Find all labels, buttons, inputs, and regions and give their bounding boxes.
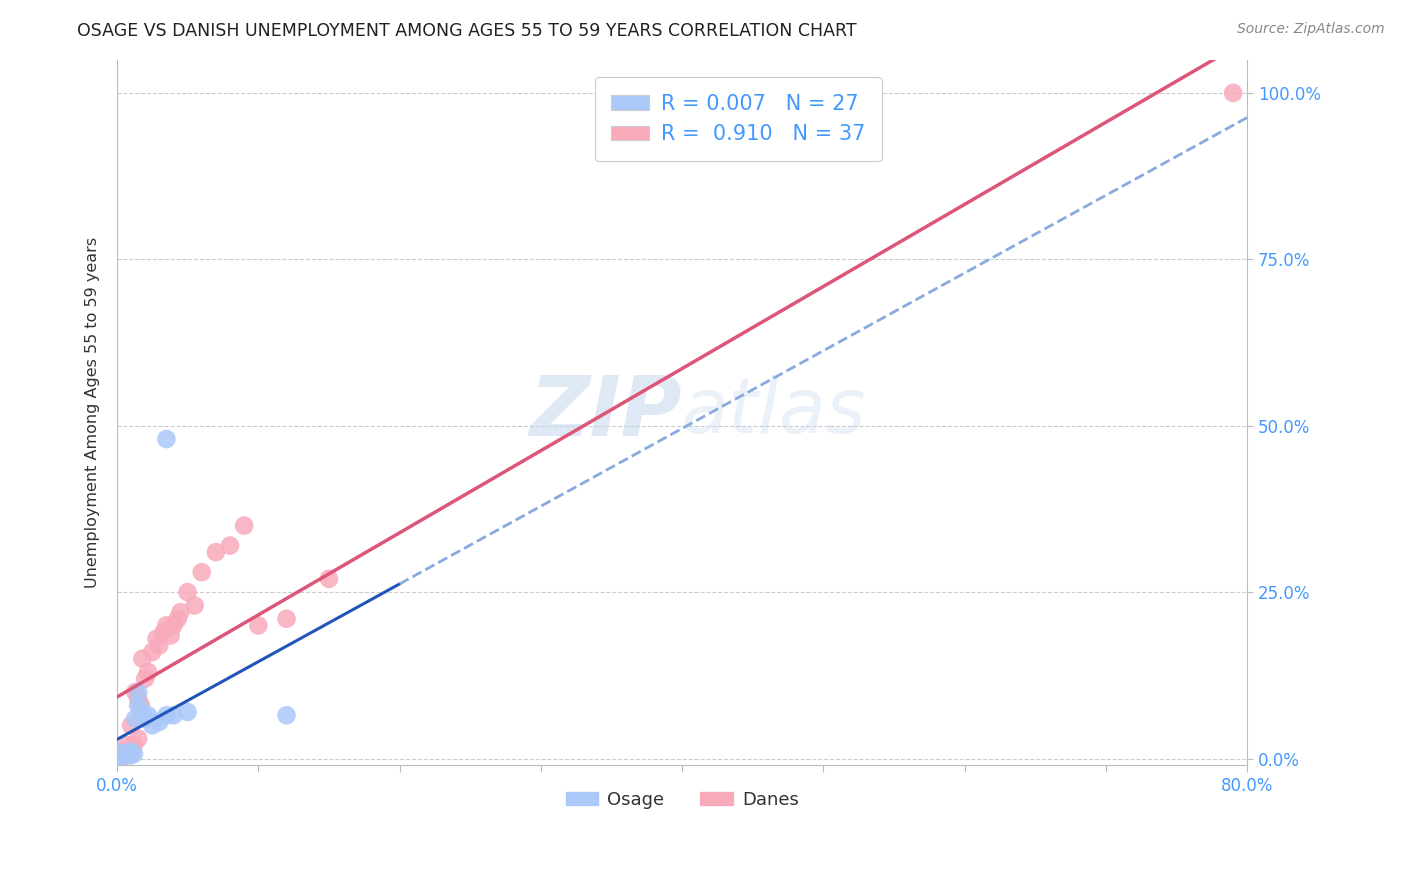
Point bbox=[124, 685, 146, 699]
Point bbox=[136, 708, 159, 723]
Point bbox=[127, 698, 149, 713]
Point bbox=[120, 718, 142, 732]
Point bbox=[166, 612, 188, 626]
Point bbox=[108, 750, 131, 764]
Point bbox=[115, 746, 138, 760]
Point bbox=[117, 747, 139, 762]
Point bbox=[107, 749, 129, 764]
Point bbox=[162, 618, 184, 632]
Point bbox=[155, 708, 177, 723]
Point bbox=[105, 751, 128, 765]
Point bbox=[120, 748, 142, 763]
Point bbox=[114, 748, 136, 763]
Point bbox=[112, 745, 135, 759]
Point bbox=[127, 685, 149, 699]
Point bbox=[318, 572, 340, 586]
Point bbox=[127, 691, 149, 706]
Point bbox=[155, 432, 177, 446]
Point bbox=[162, 708, 184, 723]
Point bbox=[117, 745, 139, 759]
Point bbox=[112, 747, 135, 761]
Point bbox=[176, 585, 198, 599]
Point bbox=[129, 698, 152, 713]
Text: ZIP: ZIP bbox=[530, 372, 682, 453]
Point bbox=[120, 745, 142, 759]
Point bbox=[110, 751, 132, 765]
Point bbox=[105, 748, 128, 763]
Point bbox=[134, 672, 156, 686]
Point bbox=[134, 712, 156, 726]
Point bbox=[114, 748, 136, 763]
Point bbox=[131, 651, 153, 665]
Point bbox=[159, 628, 181, 642]
Point bbox=[127, 731, 149, 746]
Point bbox=[183, 599, 205, 613]
Point bbox=[148, 714, 170, 729]
Point bbox=[124, 712, 146, 726]
Text: Source: ZipAtlas.com: Source: ZipAtlas.com bbox=[1237, 22, 1385, 37]
Point bbox=[122, 738, 145, 752]
Point bbox=[122, 747, 145, 761]
Legend: Osage, Danes: Osage, Danes bbox=[558, 784, 806, 816]
Point bbox=[129, 705, 152, 719]
Point bbox=[276, 612, 298, 626]
Point bbox=[145, 632, 167, 646]
Point bbox=[118, 746, 141, 760]
Point bbox=[176, 705, 198, 719]
Point bbox=[205, 545, 228, 559]
Point bbox=[120, 745, 142, 759]
Point bbox=[115, 738, 138, 752]
Point bbox=[190, 565, 212, 579]
Point bbox=[105, 745, 128, 759]
Text: atlas: atlas bbox=[682, 376, 866, 450]
Y-axis label: Unemployment Among Ages 55 to 59 years: Unemployment Among Ages 55 to 59 years bbox=[86, 237, 100, 588]
Point bbox=[169, 605, 191, 619]
Point bbox=[108, 747, 131, 762]
Point bbox=[107, 748, 129, 763]
Point bbox=[141, 645, 163, 659]
Point bbox=[152, 625, 174, 640]
Point bbox=[155, 618, 177, 632]
Point bbox=[136, 665, 159, 679]
Point bbox=[105, 751, 128, 765]
Point bbox=[148, 639, 170, 653]
Point bbox=[141, 718, 163, 732]
Point bbox=[233, 518, 256, 533]
Point bbox=[247, 618, 270, 632]
Point bbox=[276, 708, 298, 723]
Point bbox=[219, 539, 242, 553]
Point bbox=[110, 748, 132, 763]
Point bbox=[1222, 86, 1244, 100]
Text: OSAGE VS DANISH UNEMPLOYMENT AMONG AGES 55 TO 59 YEARS CORRELATION CHART: OSAGE VS DANISH UNEMPLOYMENT AMONG AGES … bbox=[77, 22, 856, 40]
